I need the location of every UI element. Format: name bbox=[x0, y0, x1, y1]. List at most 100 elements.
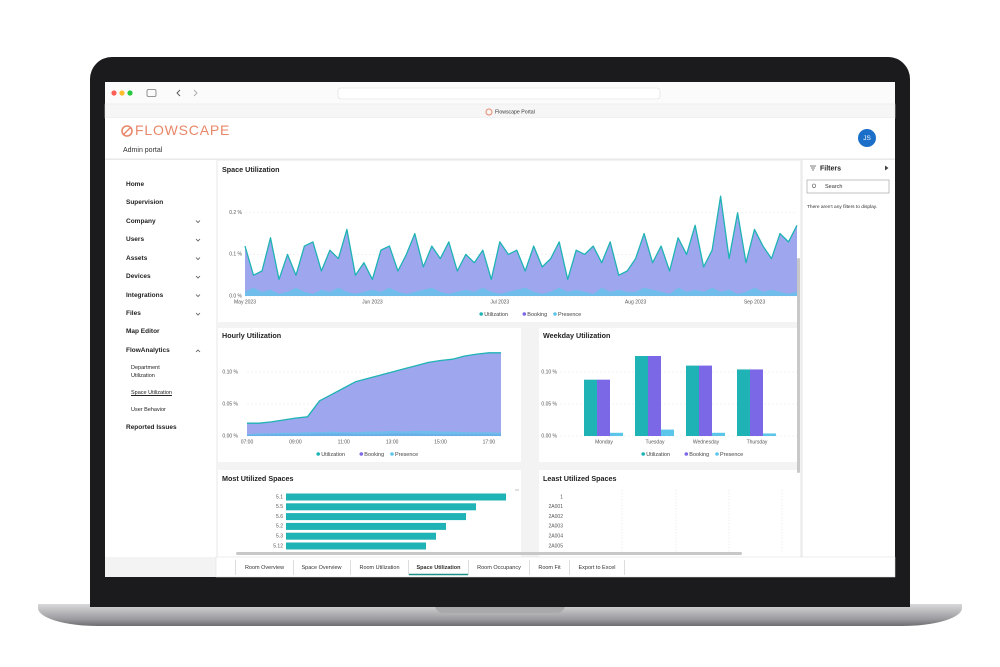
bar bbox=[699, 365, 712, 436]
horizontal-scrollbar[interactable] bbox=[236, 552, 742, 555]
legend-swatch bbox=[359, 452, 364, 456]
chevron[interactable] bbox=[195, 275, 201, 279]
bar bbox=[597, 379, 610, 436]
area-fill bbox=[247, 352, 501, 436]
x-tick-label: Monday bbox=[595, 439, 613, 445]
search-placeholder[interactable]: Search bbox=[825, 184, 842, 190]
logo-mark bbox=[122, 126, 132, 136]
y-tick-label: 0.00 % bbox=[541, 433, 557, 439]
charts: Space Utilization 0.0 % 0.1 % 0.2 % May 2023… bbox=[222, 165, 800, 550]
address-bar[interactable] bbox=[337, 87, 661, 100]
bar bbox=[584, 379, 597, 436]
logo[interactable]: FLOWSCAPE bbox=[135, 122, 230, 138]
legend-label: Presence bbox=[395, 452, 418, 458]
x-tick-label: Sep 2023 bbox=[744, 299, 766, 305]
x-tick-label: Thursday bbox=[747, 439, 768, 445]
legend-label: Utilization bbox=[321, 452, 345, 458]
filter-panel bbox=[802, 160, 895, 557]
forward-button[interactable] bbox=[193, 89, 198, 97]
legend-swatch bbox=[316, 452, 321, 456]
nav-item[interactable]: Reported Issues bbox=[126, 424, 177, 431]
x-tick-label: Jul 2023 bbox=[490, 299, 509, 305]
legend-swatch bbox=[522, 312, 527, 316]
y-tick-label: 2A003 bbox=[549, 524, 564, 530]
avatar-initials[interactable]: JS bbox=[863, 135, 871, 142]
y-tick-label: 0.10 % bbox=[222, 369, 238, 375]
report-tab[interactable]: Room Fit bbox=[530, 560, 570, 575]
logo-mark bbox=[121, 125, 133, 137]
filter-icon bbox=[810, 165, 816, 171]
zoom-button[interactable] bbox=[127, 90, 133, 96]
nav-subitem[interactable]: User Behavior bbox=[131, 407, 166, 413]
card bbox=[539, 470, 800, 557]
legend-swatch bbox=[684, 452, 689, 456]
y-tick-label: 2A002 bbox=[549, 514, 564, 520]
chevron[interactable] bbox=[195, 238, 201, 242]
y-tick-label: 0.2 % bbox=[229, 210, 242, 216]
nav-subitem-active[interactable]: Space Utilization bbox=[131, 390, 172, 396]
nav-item[interactable]: Company bbox=[126, 218, 156, 225]
collapse-filters[interactable] bbox=[885, 165, 889, 171]
sidebar-toggle[interactable] bbox=[146, 89, 157, 97]
bar bbox=[286, 532, 436, 540]
back-button[interactable] bbox=[176, 89, 181, 97]
report-tab-active[interactable]: Space Utilization bbox=[409, 560, 469, 575]
header bbox=[105, 118, 895, 159]
bar bbox=[737, 369, 750, 436]
chevron[interactable] bbox=[195, 257, 201, 261]
bar bbox=[712, 432, 725, 436]
nav-item[interactable]: Files bbox=[126, 310, 141, 317]
area-fill bbox=[247, 430, 501, 436]
y-tick-label: 5.5 bbox=[276, 504, 283, 510]
chart-title: Least Utilized Spaces bbox=[543, 474, 617, 483]
nav-item[interactable]: FlowAnalytics bbox=[126, 347, 170, 354]
chevron[interactable] bbox=[195, 312, 201, 316]
bar bbox=[286, 493, 506, 501]
chevron[interactable] bbox=[195, 294, 201, 298]
portal-subtitle: Admin portal bbox=[123, 147, 163, 154]
vertical-scrollbar[interactable] bbox=[797, 258, 800, 473]
nav-item[interactable]: Users bbox=[126, 236, 145, 243]
y-tick-label: 5.3 bbox=[276, 534, 283, 540]
y-tick-label: 2A001 bbox=[549, 504, 564, 510]
filters-title: Filters bbox=[820, 165, 841, 172]
y-tick-label: 0.05 % bbox=[222, 401, 238, 407]
report-tab[interactable]: Space Overview bbox=[293, 560, 351, 575]
bar bbox=[686, 365, 699, 436]
chevron[interactable] bbox=[195, 220, 201, 224]
series-line bbox=[244, 195, 798, 281]
report-tab[interactable]: Export to Excel bbox=[570, 560, 625, 575]
x-tick-label: Aug 2023 bbox=[625, 299, 647, 305]
report-tab[interactable]: Room Utilization bbox=[351, 560, 409, 575]
filters-empty-message: There aren't any filters to display. bbox=[807, 204, 877, 210]
avatar[interactable] bbox=[858, 129, 876, 147]
minimize-button[interactable] bbox=[119, 90, 125, 96]
chevron[interactable] bbox=[195, 349, 201, 353]
bar bbox=[750, 369, 763, 436]
x-tick-label: 11:00 bbox=[338, 439, 350, 445]
x-tick-label: 07:00 bbox=[241, 439, 254, 445]
nav-item[interactable]: Home bbox=[126, 181, 145, 188]
filter-search-box[interactable] bbox=[806, 179, 890, 194]
report-tab[interactable]: Room Occupancy bbox=[469, 560, 530, 575]
bar bbox=[648, 356, 661, 436]
nav-subitem[interactable]: Department Utilization bbox=[131, 365, 160, 379]
nav-item[interactable]: Map Editor bbox=[126, 328, 160, 335]
report-tabs-bar bbox=[215, 556, 896, 578]
report-tab[interactable]: Room Overview bbox=[235, 560, 294, 575]
close-button[interactable] bbox=[111, 90, 117, 96]
legend-label: Utilization bbox=[484, 312, 508, 318]
laptop-notch bbox=[435, 604, 565, 613]
legend-swatch bbox=[553, 312, 557, 316]
x-tick-label: May 2023 bbox=[234, 299, 256, 305]
area-fill bbox=[245, 196, 797, 296]
bar bbox=[763, 433, 776, 436]
nav-item[interactable]: Assets bbox=[126, 255, 148, 262]
nav-item[interactable]: Integrations bbox=[126, 292, 164, 299]
legend-label: Presence bbox=[720, 452, 743, 458]
nav-item[interactable]: Devices bbox=[126, 273, 151, 280]
nav-chevrons bbox=[195, 220, 201, 353]
tab-title[interactable]: Flowscape Portal bbox=[495, 109, 535, 115]
nav-item[interactable]: Supervision bbox=[126, 199, 164, 206]
y-tick-label: 0.10 % bbox=[541, 369, 557, 375]
